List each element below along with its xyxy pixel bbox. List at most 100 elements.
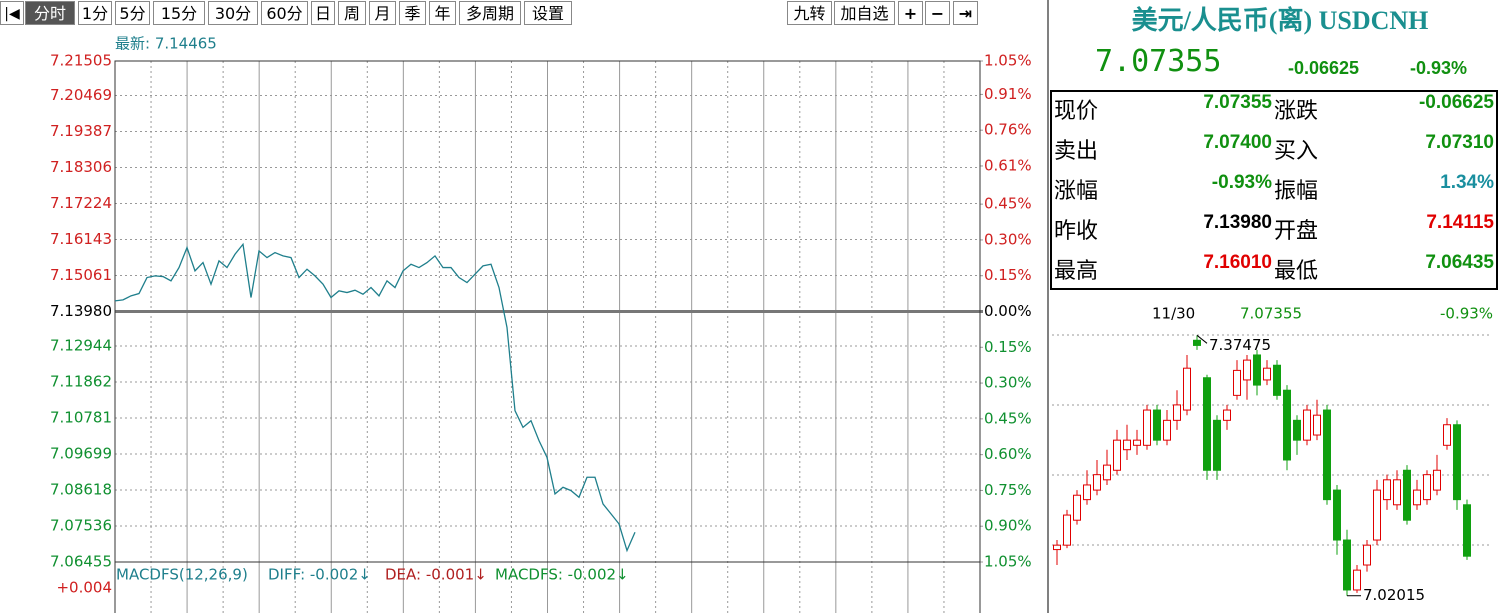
macd-top-label: +0.004 [56,579,112,597]
candle-body [1283,389,1291,461]
y-tick-label: 7.06455 [50,553,112,571]
field-value: 7.07400 [1203,132,1272,153]
candle-body [1463,504,1471,557]
quote-table: 现价 7.07355 涨跌 -0.06625 卖出 7.07400 买入 7.07310 涨幅 -… [1050,90,1498,290]
candle-body [1453,424,1461,501]
y-tick-label: 7.17224 [50,194,112,212]
y-tick-label: 7.10781 [50,408,112,426]
field-label: 卖出 [1054,139,1099,164]
y2-tick-label: 0.30% [984,374,1032,392]
zoom-out[interactable]: − [925,1,950,25]
y-tick-label: 7.19387 [50,122,112,140]
y2-tick-label: 0.75% [984,481,1032,499]
field-value: 7.06435 [1425,252,1494,273]
y-tick-label: 7.21505 [50,52,112,70]
candle-body [1093,474,1101,491]
quote-row: 涨幅 -0.93% 振幅 1.34% [1052,172,1496,212]
candle-body [1133,439,1141,446]
candle-body [1273,364,1281,396]
y2-tick-label: 1.05% [984,553,1032,571]
y-tick-label: 7.18306 [50,158,112,176]
y2-tick-label: 0.45% [984,195,1032,213]
zoom-in[interactable]: + [898,1,923,25]
field-label: 最低 [1274,259,1319,284]
k-header: 7.07355 [1240,305,1302,323]
candle-body [1293,419,1301,441]
action-button[interactable]: 九转 [787,1,832,25]
candle-body [1253,354,1261,386]
period-button[interactable]: 设置 [524,1,572,25]
candle-body [1423,474,1431,501]
period-button[interactable]: 周 [338,1,366,25]
y-tick-label: 7.12944 [50,336,112,354]
y-tick-label: 7.07536 [50,517,112,535]
y-tick-label: 7.08618 [50,480,112,498]
y-tick-label: 7.16143 [50,230,112,248]
candle-body [1213,419,1221,471]
y2-tick-label: 0.91% [984,85,1032,103]
y2-tick-label: 1.05% [984,52,1032,70]
candle-body [1313,414,1321,436]
quote-row: 现价 7.07355 涨跌 -0.06625 [1052,92,1496,132]
field-label: 现价 [1054,99,1099,124]
period-button[interactable]: 15分 [153,1,205,25]
high-pointer [1196,334,1208,344]
field-value: 7.16010 [1203,252,1272,273]
period-button[interactable]: 月 [369,1,396,25]
action-button[interactable]: 加自选 [834,1,895,25]
candle-body [1113,439,1121,471]
field-label: 买入 [1274,139,1319,164]
y2-tick-label: 0.76% [984,121,1032,139]
toolbar: |◀ 分时 1分 5分 15分 30分 60分日周月季年多周期 设置 九转 加自选 + − ⇥ [0,0,1048,27]
y2-tick-label: 0.90% [984,517,1032,535]
y2-tick-label: 0.15% [984,266,1032,284]
quote-row: 最高 7.16010 最低 7.06435 [1052,252,1496,292]
period-button[interactable]: 60分 [261,1,308,25]
y2-tick-label: 0.15% [984,338,1032,356]
field-value: 1.34% [1440,172,1494,193]
candle-body [1223,409,1231,421]
candle-body [1243,359,1251,381]
candle-body [1403,469,1411,521]
period-button[interactable]: 季 [399,1,426,25]
candle-body [1443,424,1451,446]
candle-body [1083,484,1091,501]
period-button[interactable]: 多周期 [459,1,521,25]
change-pct: -0.93% [1410,58,1468,78]
high-annotation: 7.37475 [1209,336,1271,354]
price-line [114,242,636,553]
candle-body [1073,494,1081,521]
candle-body [1233,369,1241,396]
period-button[interactable]: 1分 [78,1,112,25]
candle-body [1143,409,1151,446]
change: -0.06625 [1288,58,1360,78]
candle-body [1303,409,1311,441]
y-tick-label: 7.13980 [50,302,112,320]
candle-body [1193,339,1201,346]
candle-body [1203,377,1211,471]
period-button[interactable]: 5分 [115,1,150,25]
nav-icon[interactable]: |◀ [0,1,24,25]
candle-body [1323,409,1331,501]
field-label: 涨幅 [1054,179,1099,204]
period-button[interactable]: 30分 [208,1,258,25]
field-value: 7.14115 [1426,212,1494,233]
quote-row: 卖出 7.07400 买入 7.07310 [1052,132,1496,172]
macd-item: DEA: -0.001↓ [385,566,487,584]
period-button[interactable]: 年 [429,1,456,25]
scroll-end[interactable]: ⇥ [953,1,978,25]
k-header: -0.93% [1440,305,1493,323]
field-value: 7.13980 [1203,212,1272,233]
field-value: 7.07310 [1425,132,1494,153]
period-button[interactable]: 分时 [25,1,75,25]
macd-item: MACDFS: -0.002↓ [495,566,629,584]
candle-body [1123,439,1131,451]
y2-tick-label: 0.61% [984,156,1032,174]
candle-body [1343,539,1351,591]
candle-body [1053,544,1061,551]
y-tick-label: 7.15061 [50,266,112,284]
period-button[interactable]: 日 [311,1,335,25]
y2-tick-label: 0.00% [984,302,1032,320]
